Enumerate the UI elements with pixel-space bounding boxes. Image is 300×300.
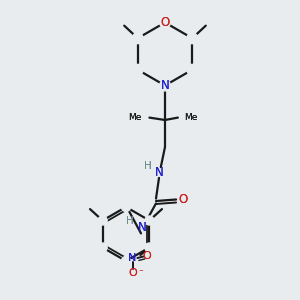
Text: O: O [128, 268, 137, 278]
Circle shape [122, 202, 130, 211]
Text: ⁻: ⁻ [138, 268, 143, 278]
Text: N: N [128, 253, 136, 263]
Circle shape [132, 64, 143, 75]
Text: H: H [126, 216, 134, 226]
Text: N: N [138, 221, 147, 234]
Text: O: O [142, 250, 151, 261]
Circle shape [187, 64, 198, 75]
Text: N: N [138, 221, 147, 234]
Text: N: N [154, 166, 164, 179]
Circle shape [122, 256, 130, 266]
Text: O: O [178, 193, 188, 206]
Circle shape [145, 216, 154, 225]
Text: O: O [160, 16, 169, 29]
Text: O: O [160, 16, 169, 29]
Circle shape [187, 33, 198, 44]
Text: O: O [178, 193, 188, 206]
Circle shape [98, 243, 107, 252]
Text: O: O [128, 268, 137, 278]
Text: ⁻: ⁻ [138, 268, 143, 278]
Text: Me: Me [184, 113, 197, 122]
Text: N: N [128, 253, 136, 263]
Text: H: H [144, 161, 152, 171]
Circle shape [145, 243, 154, 252]
Circle shape [132, 33, 143, 44]
Circle shape [98, 216, 107, 225]
Text: Me: Me [128, 113, 142, 122]
Circle shape [160, 80, 170, 91]
Text: Me: Me [184, 113, 197, 122]
Text: H: H [126, 216, 134, 226]
Text: N: N [154, 166, 164, 179]
Text: N: N [160, 79, 169, 92]
Text: Me: Me [128, 113, 142, 122]
Text: H: H [144, 161, 152, 171]
Text: O: O [142, 250, 151, 261]
Text: N: N [160, 79, 169, 92]
Circle shape [160, 17, 170, 28]
